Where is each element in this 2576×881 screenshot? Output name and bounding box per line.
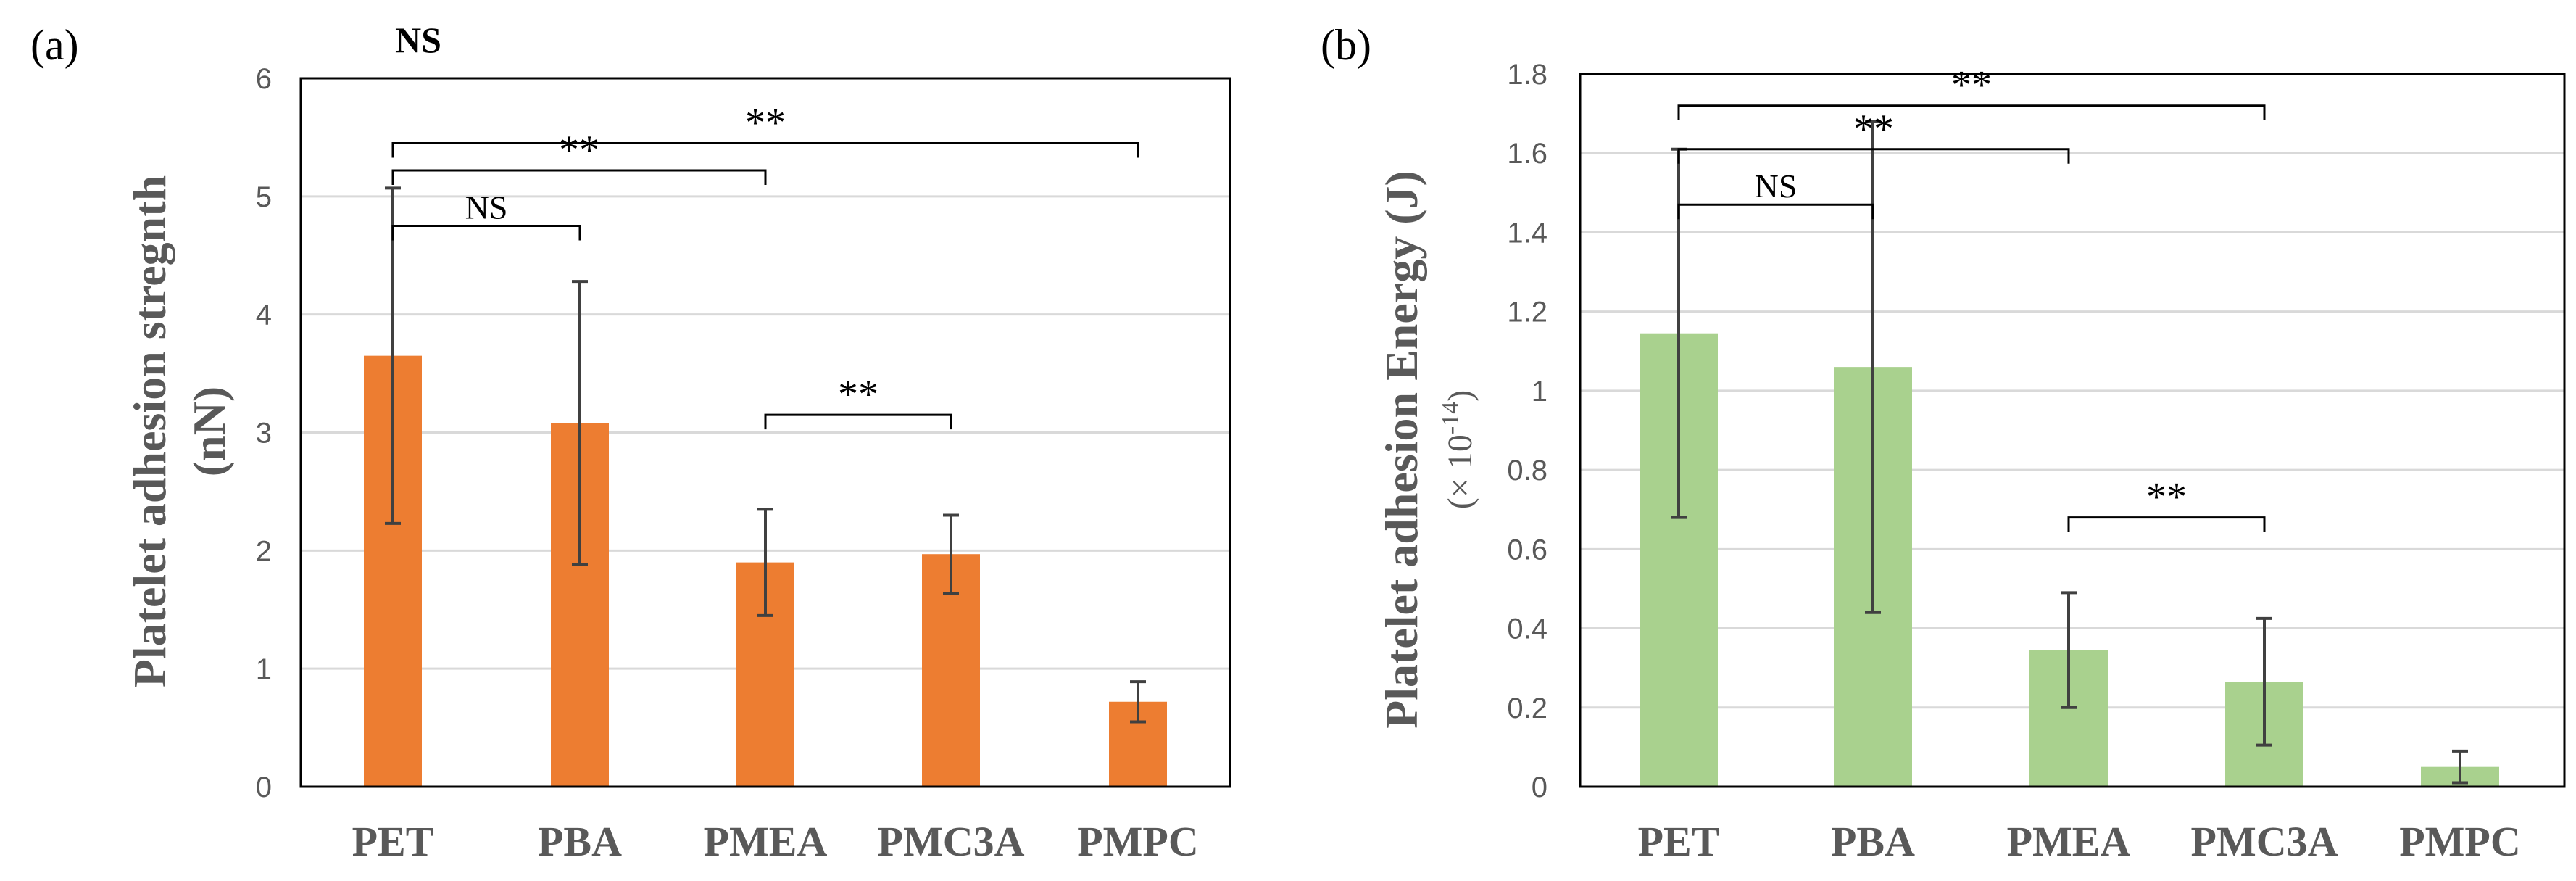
chart-b: (b) ****NS** 00.20.40.60.811.21.41.61.8 … (1321, 21, 2566, 865)
significance-bracket (391, 142, 1139, 158)
error-bar-pmc3a (943, 513, 959, 595)
error-bars-a (385, 186, 1146, 724)
significance-label: ** (1951, 63, 1992, 108)
y-axis-unit-b: (× 10-14) (1437, 390, 1479, 509)
error-bar-pmea (757, 508, 773, 617)
significance-bracket (1677, 148, 2070, 164)
y-ticks-b: 0 0.2 0.4 0.6 0.8 1 1.2 1.4 1.6 1.8 (1507, 59, 1547, 803)
x-category-label: PET (1638, 818, 1720, 865)
y-tick-label: 0.4 (1507, 613, 1547, 645)
significance-label: ** (2146, 475, 2187, 520)
significance-label: ** (838, 372, 878, 417)
y-tick-label: 4 (256, 299, 272, 331)
y-unit-prefix-b: (× 10 (1441, 434, 1479, 509)
y-axis-unit-a: (nN) (183, 386, 235, 476)
y-tick-label: 0 (256, 772, 272, 803)
significance-label: ** (559, 128, 599, 173)
significance-bracket (1677, 203, 1874, 220)
x-category-label: PMEA (2007, 818, 2131, 865)
significance-bracket (764, 413, 952, 430)
error-bar-pmpc (2452, 749, 2468, 785)
error-bar-pet (385, 186, 401, 525)
error-bar-pmpc (1130, 680, 1146, 724)
x-category-label: PMPC (1077, 818, 1199, 865)
x-category-label: PET (352, 818, 434, 865)
x-category-label: PMPC (2399, 818, 2521, 865)
significance-label: ** (745, 101, 786, 146)
x-categories-a: PET PBA PMEA PMC3A PMPC (352, 818, 1199, 865)
error-bars-b (1671, 120, 2468, 785)
significance-label: NS (465, 189, 508, 226)
significance-label: ** (1853, 107, 1894, 152)
x-category-label: PBA (538, 818, 622, 865)
significance-label: NS (1755, 167, 1798, 204)
y-axis-title-b: Platelet adhesion Energy (J) (1376, 170, 1427, 729)
y-tick-label: 1.6 (1507, 138, 1547, 170)
y-tick-label: 6 (256, 63, 272, 95)
bars-b (1640, 333, 2499, 787)
y-axis-title-a: Platelet adhesion stregnth (124, 175, 175, 687)
y-tick-label: 0.2 (1507, 692, 1547, 724)
error-bar-pba (1865, 120, 1881, 614)
significance-brackets-b: ** ** NS ** (1677, 63, 2266, 532)
y-tick-label: 2 (256, 535, 272, 567)
significance-bracket (2067, 516, 2266, 532)
y-ticks-a: 0 1 2 3 4 5 6 (256, 63, 272, 803)
error-bar-pmea (2061, 591, 2077, 709)
x-categories-b: PET PBA PMEA PMC3A PMPC (1638, 818, 2521, 865)
y-tick-label: 0.8 (1507, 455, 1547, 487)
significance-brackets-a: ** ** NS ** (391, 101, 1139, 430)
x-category-label: PMC3A (878, 818, 1025, 865)
y-unit-close-b: ) (1441, 390, 1479, 402)
top-annotation-a: NS (395, 20, 441, 60)
y-tick-label: 3 (256, 418, 272, 450)
x-category-label: PMC3A (2191, 818, 2338, 865)
panel-label-b: (b) (1321, 21, 1371, 69)
significance-bracket (391, 225, 581, 241)
y-tick-label: 0.6 (1507, 534, 1547, 566)
plot-frame-b (1579, 73, 2566, 788)
y-tick-label: 0 (1532, 772, 1547, 803)
plot-frame-a (299, 77, 1231, 788)
error-bar-pba (572, 280, 588, 566)
y-tick-label: 1.2 (1507, 297, 1547, 328)
significance-bracket (1677, 104, 2266, 120)
panel-label-a: (a) (30, 21, 79, 69)
error-bar-pmc3a (2256, 616, 2272, 747)
y-tick-label: 1 (1532, 376, 1547, 408)
bars-a (364, 355, 1167, 787)
y-unit-exponent-b: -14 (1437, 402, 1464, 434)
gridlines-a (301, 195, 1230, 670)
x-category-label: PBA (1831, 818, 1915, 865)
y-tick-label: 1 (256, 653, 272, 685)
gridlines-b (1580, 152, 2564, 709)
x-category-label: PMEA (704, 818, 828, 865)
y-tick-label: 5 (256, 181, 272, 213)
y-tick-label: 1.8 (1507, 59, 1547, 91)
significance-bracket (391, 169, 767, 186)
y-tick-label: 1.4 (1507, 217, 1547, 249)
